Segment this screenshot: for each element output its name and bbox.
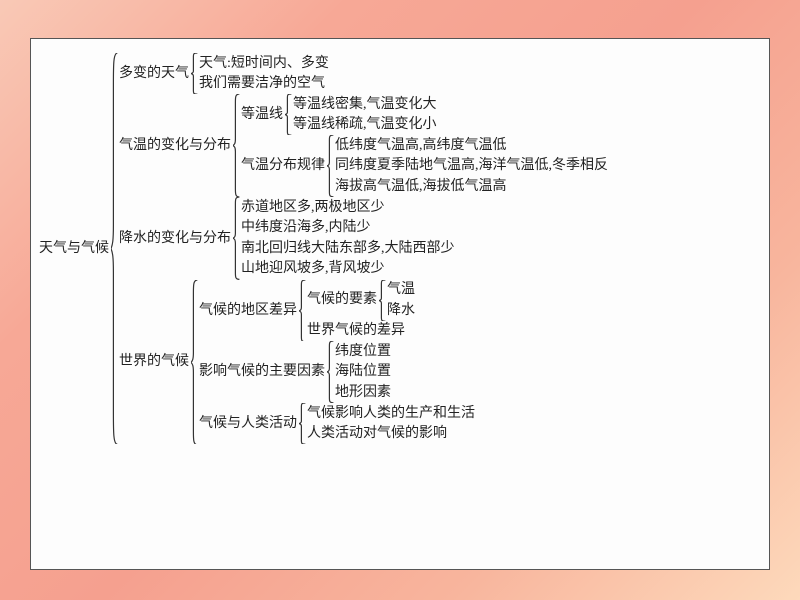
tree-node: 气温分布规律低纬度气温高,高纬度气温低同纬度夏季陆地气温高,海洋气温低,冬季相反… — [241, 135, 608, 197]
brace-icon — [327, 135, 335, 197]
tree-leaf: 我们需要洁净的空气 — [199, 74, 329, 95]
brace-icon — [379, 280, 387, 321]
tree-leaf: 纬度位置 — [335, 341, 391, 362]
tree-leaf: 天气:短时间内、多变 — [199, 53, 329, 74]
tree-leaf: 山地迎风坡多,背风坡少 — [241, 259, 455, 280]
tree-leaf: 世界气候的差异 — [307, 321, 415, 342]
tree-node: 气候与人类活动气候影响人类的生产和生活人类活动对气候的影响 — [199, 403, 475, 444]
brace-icon — [299, 280, 307, 342]
tree-node: 气温的变化与分布等温线等温线密集,气温变化大等温线稀疏,气温变化小气温分布规律低… — [119, 94, 608, 197]
tree-leaf: 人类活动对气候的影响 — [307, 424, 475, 445]
tree-node: 气候的地区差异气候的要素气温降水世界气候的差异 — [199, 280, 475, 342]
tree-leaf: 气候影响人类的生产和生活 — [307, 403, 475, 424]
tree-children: 低纬度气温高,高纬度气温低同纬度夏季陆地气温高,海洋气温低,冬季相反海拔高气温低… — [335, 135, 608, 197]
tree-node: 等温线等温线密集,气温变化大等温线稀疏,气温变化小 — [241, 94, 608, 135]
tree-leaf: 等温线稀疏,气温变化小 — [293, 115, 437, 136]
tree-children: 气候的地区差异气候的要素气温降水世界气候的差异影响气候的主要因素纬度位置海陆位置… — [199, 280, 475, 445]
tree-node: 降水的变化与分布赤道地区多,两极地区少中纬度沿海多,内陆少南北回归线大陆东部多,… — [119, 197, 608, 279]
tree-children: 多变的天气天气:短时间内、多变我们需要洁净的空气气温的变化与分布等温线等温线密集… — [119, 53, 608, 444]
brace-icon — [233, 94, 241, 197]
tree-leaf: 低纬度气温高,高纬度气温低 — [335, 135, 608, 156]
tree-node: 气候的要素气温降水 — [307, 280, 415, 321]
brace-icon — [327, 341, 335, 403]
tree-leaf: 地形因素 — [335, 383, 391, 404]
tree-node-label: 影响气候的主要因素 — [199, 362, 327, 382]
tree-leaf: 赤道地区多,两极地区少 — [241, 197, 455, 218]
hierarchy-tree: 天气与气候多变的天气天气:短时间内、多变我们需要洁净的空气气温的变化与分布等温线… — [39, 53, 757, 555]
tree-node-label: 气候与人类活动 — [199, 414, 299, 434]
tree-leaf: 降水 — [387, 300, 415, 321]
brace-icon — [299, 403, 307, 444]
tree-children: 纬度位置海陆位置地形因素 — [335, 341, 391, 403]
tree-node-label: 气候的地区差异 — [199, 301, 299, 321]
tree-leaf: 中纬度沿海多,内陆少 — [241, 218, 455, 239]
tree-node-label: 等温线 — [241, 105, 285, 125]
tree-children: 气候影响人类的生产和生活人类活动对气候的影响 — [307, 403, 475, 444]
tree-node-label: 气温的变化与分布 — [119, 136, 233, 156]
brace-icon — [111, 53, 119, 444]
tree-children: 赤道地区多,两极地区少中纬度沿海多,内陆少南北回归线大陆东部多,大陆西部少山地迎… — [241, 197, 455, 279]
tree-leaf: 海拔高气温低,海拔低气温高 — [335, 177, 608, 198]
tree-leaf: 同纬度夏季陆地气温高,海洋气温低,冬季相反 — [335, 156, 608, 177]
tree-node-label: 气温分布规律 — [241, 156, 327, 176]
brace-icon — [285, 94, 293, 135]
tree-children: 气候的要素气温降水世界气候的差异 — [307, 280, 415, 342]
tree-leaf: 气温 — [387, 280, 415, 301]
tree-node-label: 世界的气候 — [119, 352, 191, 372]
tree-children: 天气:短时间内、多变我们需要洁净的空气 — [199, 53, 329, 94]
brace-icon — [233, 197, 241, 279]
tree-leaf: 海陆位置 — [335, 362, 391, 383]
brace-icon — [191, 53, 199, 94]
tree-node: 世界的气候气候的地区差异气候的要素气温降水世界气候的差异影响气候的主要因素纬度位… — [119, 280, 608, 445]
tree-leaf: 南北回归线大陆东部多,大陆西部少 — [241, 238, 455, 259]
content-panel: 天气与气候多变的天气天气:短时间内、多变我们需要洁净的空气气温的变化与分布等温线… — [30, 38, 770, 570]
tree-children: 气温降水 — [387, 280, 415, 321]
tree-node: 多变的天气天气:短时间内、多变我们需要洁净的空气 — [119, 53, 608, 94]
brace-icon — [191, 280, 199, 445]
tree-root-label: 天气与气候 — [39, 239, 111, 259]
tree-node: 影响气候的主要因素纬度位置海陆位置地形因素 — [199, 341, 475, 403]
tree-node-label: 降水的变化与分布 — [119, 229, 233, 249]
tree-root-node: 天气与气候多变的天气天气:短时间内、多变我们需要洁净的空气气温的变化与分布等温线… — [39, 53, 757, 444]
tree-node-label: 气候的要素 — [307, 290, 379, 310]
tree-leaf: 等温线密集,气温变化大 — [293, 94, 437, 115]
tree-node-label: 多变的天气 — [119, 64, 191, 84]
tree-children: 等温线密集,气温变化大等温线稀疏,气温变化小 — [293, 94, 437, 135]
tree-children: 等温线等温线密集,气温变化大等温线稀疏,气温变化小气温分布规律低纬度气温高,高纬… — [241, 94, 608, 197]
